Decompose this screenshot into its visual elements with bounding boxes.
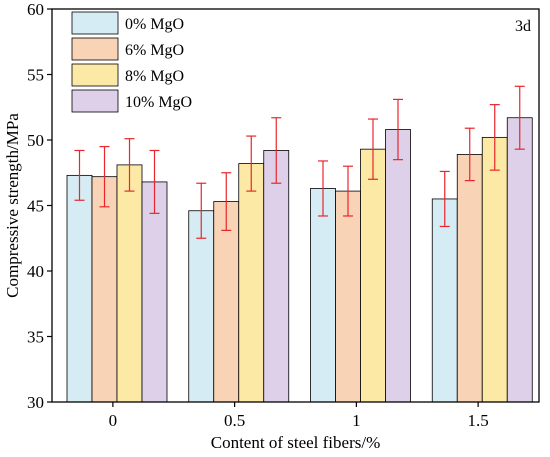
bar (431, 198, 458, 403)
bar (310, 188, 336, 403)
bar (360, 148, 386, 403)
x-tick-label: 0.5 (224, 411, 245, 430)
chart-annotation: 3d (515, 18, 531, 35)
x-axis: 0 0.5 1 1.5 (109, 402, 489, 430)
y-tick-label: 35 (27, 328, 44, 347)
legend: 0% MgO 6% MgO 8% MgO 10% MgO (71, 11, 192, 113)
bar (506, 117, 533, 403)
legend-label: 10% MgO (125, 94, 192, 111)
bar (481, 136, 508, 403)
y-tick-label: 45 (27, 197, 44, 216)
y-tick-label: 60 (27, 0, 44, 19)
y-tick-label: 30 (27, 393, 44, 412)
bar (66, 174, 93, 403)
y-tick-label: 40 (27, 262, 44, 281)
bar (385, 129, 411, 403)
legend-label: 6% MgO (125, 42, 184, 59)
bar (213, 201, 240, 403)
bar (238, 163, 265, 403)
x-tick-label: 0 (109, 411, 118, 430)
x-tick-label: 1 (352, 411, 361, 430)
legend-swatch (71, 89, 119, 113)
error-bars-layer (74, 85, 525, 239)
bar (141, 181, 168, 403)
y-tick-label: 50 (27, 131, 44, 150)
legend-label: 8% MgO (125, 68, 184, 85)
y-tick-label: 55 (27, 66, 44, 85)
bar (335, 190, 361, 403)
bar (456, 154, 483, 403)
legend-swatch (71, 63, 119, 87)
bars-layer (66, 117, 533, 403)
bar (116, 164, 143, 403)
y-axis-title: Compressive strength/MPa (3, 113, 22, 298)
bar (263, 150, 290, 403)
legend-swatch (71, 37, 119, 61)
legend-label: 0% MgO (125, 16, 184, 33)
x-axis-title: Content of steel fibers/% (211, 433, 381, 452)
bar (188, 210, 215, 403)
y-axis: 30 35 40 45 50 55 60 (27, 0, 52, 412)
x-tick-label: 1.5 (468, 411, 489, 430)
legend-swatch (71, 11, 119, 35)
bar (91, 176, 118, 403)
